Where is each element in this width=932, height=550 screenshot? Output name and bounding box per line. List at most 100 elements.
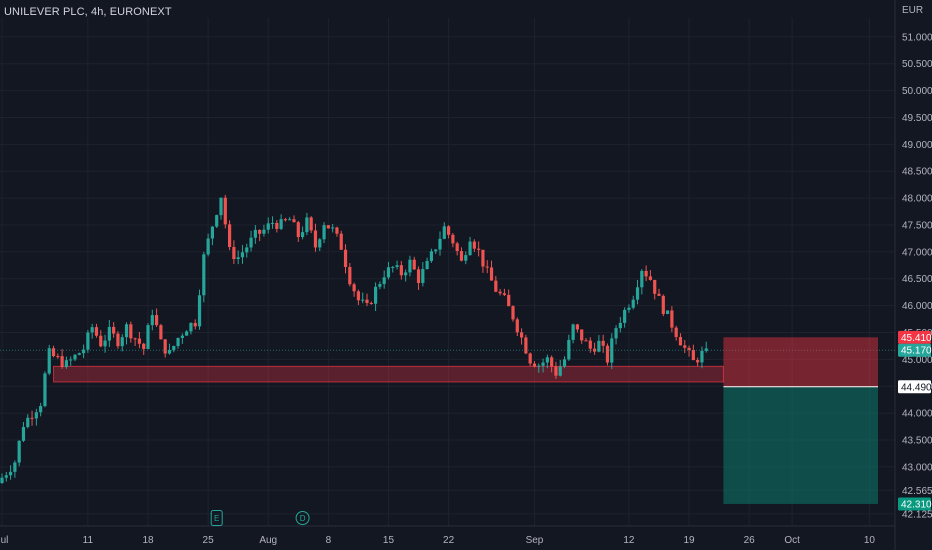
time-tick-label: 19 [683, 535, 695, 546]
candle-body [30, 417, 34, 419]
candle-body [313, 230, 318, 248]
candle-body [150, 315, 154, 326]
price-tick-label: 47.500 [902, 220, 932, 231]
candle-body [554, 366, 558, 376]
price-tag-label-target: 42.310 [901, 499, 932, 510]
candle-body [623, 309, 627, 323]
candle-body [571, 324, 575, 340]
candle-body [335, 227, 339, 234]
candle-body [558, 366, 562, 376]
candle-body [39, 406, 43, 413]
price-tag-stop [898, 330, 931, 344]
candle-body [365, 299, 369, 304]
candle-body [674, 327, 678, 337]
candle-body [399, 265, 403, 276]
candle-body [206, 238, 210, 255]
price-tick-label: 46.000 [902, 301, 932, 312]
candle-body [438, 238, 442, 250]
time-tick-label: Oct [784, 535, 800, 546]
price-tick-label: 49.000 [902, 140, 932, 151]
candle-body [597, 340, 601, 352]
candle-body [665, 310, 670, 314]
candle-body [468, 241, 472, 256]
candle-body [562, 359, 567, 367]
price-tag-entry [898, 380, 931, 394]
candle-body [429, 251, 434, 261]
candle-body [537, 365, 541, 367]
time-tick-label: 26 [744, 535, 756, 546]
candle-body [124, 324, 129, 338]
candle-body [519, 332, 524, 338]
candle-body [678, 336, 683, 346]
candle-body [154, 315, 159, 326]
take-profit-zone [723, 386, 878, 504]
candle-body [455, 243, 459, 252]
candle-body [425, 260, 429, 269]
candle-body [391, 266, 395, 268]
candle-body [528, 353, 532, 364]
candle-body [477, 248, 481, 250]
time-tick-label: 8 [326, 535, 332, 546]
candle-body [485, 266, 489, 268]
candle-body [219, 197, 223, 216]
event-marker-label: D [300, 514, 306, 523]
candle-body [356, 291, 361, 301]
candle-body [361, 299, 365, 301]
candle-body [532, 363, 537, 367]
candle-body [202, 254, 206, 296]
candle-body [176, 337, 180, 346]
candle-body [541, 362, 545, 366]
candle-body [524, 337, 528, 354]
time-tick-label: Aug [259, 535, 277, 546]
candle-body [326, 225, 330, 229]
candle-body [575, 324, 580, 330]
candle-body [26, 417, 30, 427]
candle-body [292, 219, 296, 223]
price-tick-label: 44.000 [902, 409, 932, 420]
price-tag-label-entry: 44.490 [901, 382, 932, 393]
candle-body [700, 350, 704, 363]
candle-body [309, 217, 313, 231]
candle-body [137, 338, 142, 344]
candle-body [69, 359, 73, 361]
candle-body [653, 279, 657, 294]
price-tick-label: 42.565 [902, 486, 932, 497]
candle-body [305, 217, 309, 233]
candle-body [369, 303, 373, 305]
time-tick-label: 18 [142, 535, 154, 546]
candle-body [382, 277, 386, 285]
stop-loss-zone [723, 337, 878, 387]
candle-body [481, 249, 485, 267]
candle-body [86, 332, 90, 350]
time-tick-label: Jul [0, 535, 8, 546]
candle-body [163, 339, 167, 354]
candle-body [193, 322, 197, 327]
price-tag-label-last: 45.170 [901, 346, 932, 357]
price-tick-label: 43.000 [902, 462, 932, 473]
price-tick-label: 47.000 [902, 247, 932, 258]
candle-body [90, 327, 94, 333]
candle-body [601, 340, 605, 346]
candle-body [687, 347, 691, 351]
candle-body [627, 307, 631, 310]
price-tick-label: 48.000 [902, 194, 932, 205]
candle-body [502, 293, 507, 295]
candle-body [704, 348, 708, 351]
candle-body [416, 269, 421, 283]
candle-body [146, 325, 150, 349]
candle-body [99, 335, 103, 347]
candle-body [189, 322, 193, 332]
candle-body [167, 350, 172, 354]
candle-body [13, 462, 17, 472]
candle-body [81, 349, 86, 354]
candle-body [116, 333, 120, 347]
candle-body [103, 340, 107, 347]
candle-body [172, 345, 176, 351]
candle-body [215, 215, 219, 227]
candle-body [373, 286, 378, 304]
candle-body [339, 233, 343, 250]
time-tick-label: 12 [623, 535, 635, 546]
candle-body [640, 270, 644, 288]
